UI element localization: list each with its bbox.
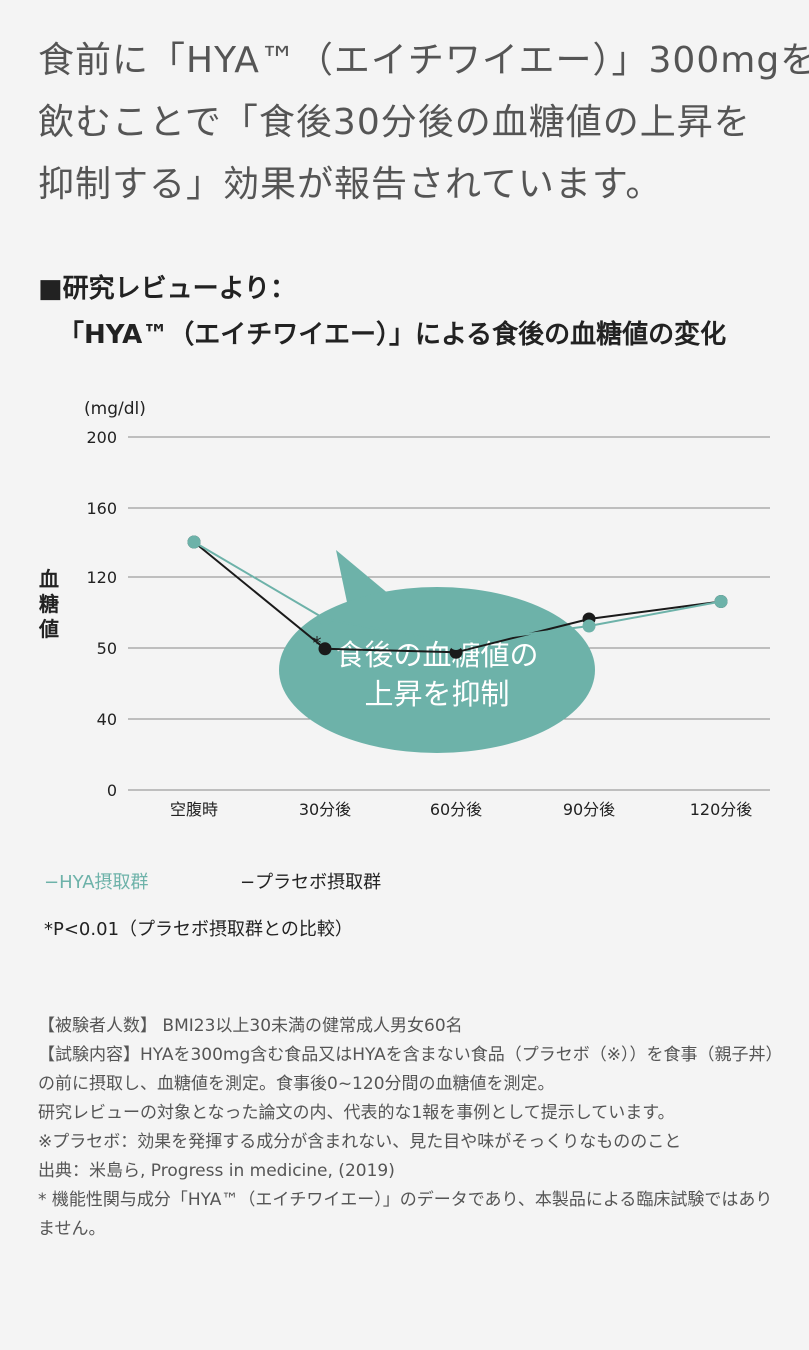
- significance-marker: *: [313, 633, 322, 654]
- x-tick-label: 30分後: [299, 800, 351, 819]
- intro-line-1: 食前に「HYA™（エイチワイエー）」300mgを: [38, 40, 809, 81]
- note-placebo: ※プラセボ：効果を発揮する成分が含まれない、見た目や味がそっくりなもののこと: [38, 1132, 682, 1152]
- legend-hya: −HYA摂取群: [44, 872, 149, 893]
- significance-note: *P<0.01（プラセボ摂取群との比較）: [44, 919, 353, 940]
- y-tick-label: 200: [86, 428, 117, 447]
- callout-text-line: 食後の血糖値の: [335, 638, 538, 672]
- y-axis-label-char: 値: [38, 617, 59, 641]
- y-tick-label: 160: [86, 499, 117, 518]
- note-disclaimer: * 機能性関与成分「HYA™（エイチワイエー）」のデータであり、本製品による臨床…: [38, 1190, 773, 1239]
- blood-glucose-chart: 200 160 120 50 40 0 (mg/dl) 血糖値空腹時 30分後 60分後 90分後 1…: [0, 385, 809, 835]
- study-notes: 【被験者人数】 BMI23以上30未満の健常成人男女60名 【試験内容】HYAを…: [38, 1012, 783, 1244]
- data-point-placebo: [318, 642, 332, 656]
- data-point-hya: [582, 619, 596, 633]
- chart-heading-line-1: ■研究レビューより：: [38, 274, 297, 304]
- x-tick-label: 空腹時: [170, 800, 218, 819]
- y-unit-label: (mg/dl): [84, 399, 146, 419]
- note-source: 出典：米島ら, Progress in medicine, (2019): [38, 1161, 395, 1181]
- y-axis-label-char: 糖: [39, 592, 59, 616]
- note-review: 研究レビューの対象となった論文の内、代表的な1報を事例として提示しています。: [38, 1103, 675, 1123]
- legend-placebo: −プラセボ摂取群: [240, 872, 382, 893]
- y-tick-label: 40: [97, 710, 117, 729]
- data-point-hya: [187, 535, 201, 549]
- x-tick-label: 60分後: [430, 800, 482, 819]
- note-subjects: 【被験者人数】 BMI23以上30未満の健常成人男女60名: [38, 1016, 463, 1036]
- intro-line-3: 抑制する」効果が報告されています。: [38, 164, 663, 205]
- y-tick-label: 0: [107, 781, 117, 800]
- callout-text-line: 上昇を抑制: [364, 677, 509, 711]
- callout-bubble: [279, 587, 595, 753]
- intro-line-2: 飲むことで「食後30分後の血糖値の上昇を: [38, 102, 751, 143]
- y-tick-label: 120: [86, 568, 117, 587]
- x-tick-label: 120分後: [690, 800, 753, 819]
- note-method: 【試験内容】HYAを300mg含む食品又はHYAを含まない食品（プラセボ（※））…: [38, 1045, 783, 1094]
- data-point-hya: [714, 595, 728, 608]
- chart-heading-line-2: 「HYA™（エイチワイエー）」による食後の血糖値の変化: [58, 320, 727, 350]
- y-tick-label: 50: [97, 639, 117, 658]
- data-point-hya: [449, 637, 463, 650]
- y-axis-label-char: 血: [39, 567, 59, 591]
- x-tick-label: 90分後: [563, 800, 615, 819]
- chart-heading: ■研究レビューより： 「HYA™（エイチワイエー）」による食後の血糖値の変化: [38, 266, 788, 358]
- data-point-hya: [318, 612, 332, 626]
- intro-text: 食前に「HYA™（エイチワイエー）」300mgを 飲むことで「食後30分後の血糖…: [38, 30, 809, 216]
